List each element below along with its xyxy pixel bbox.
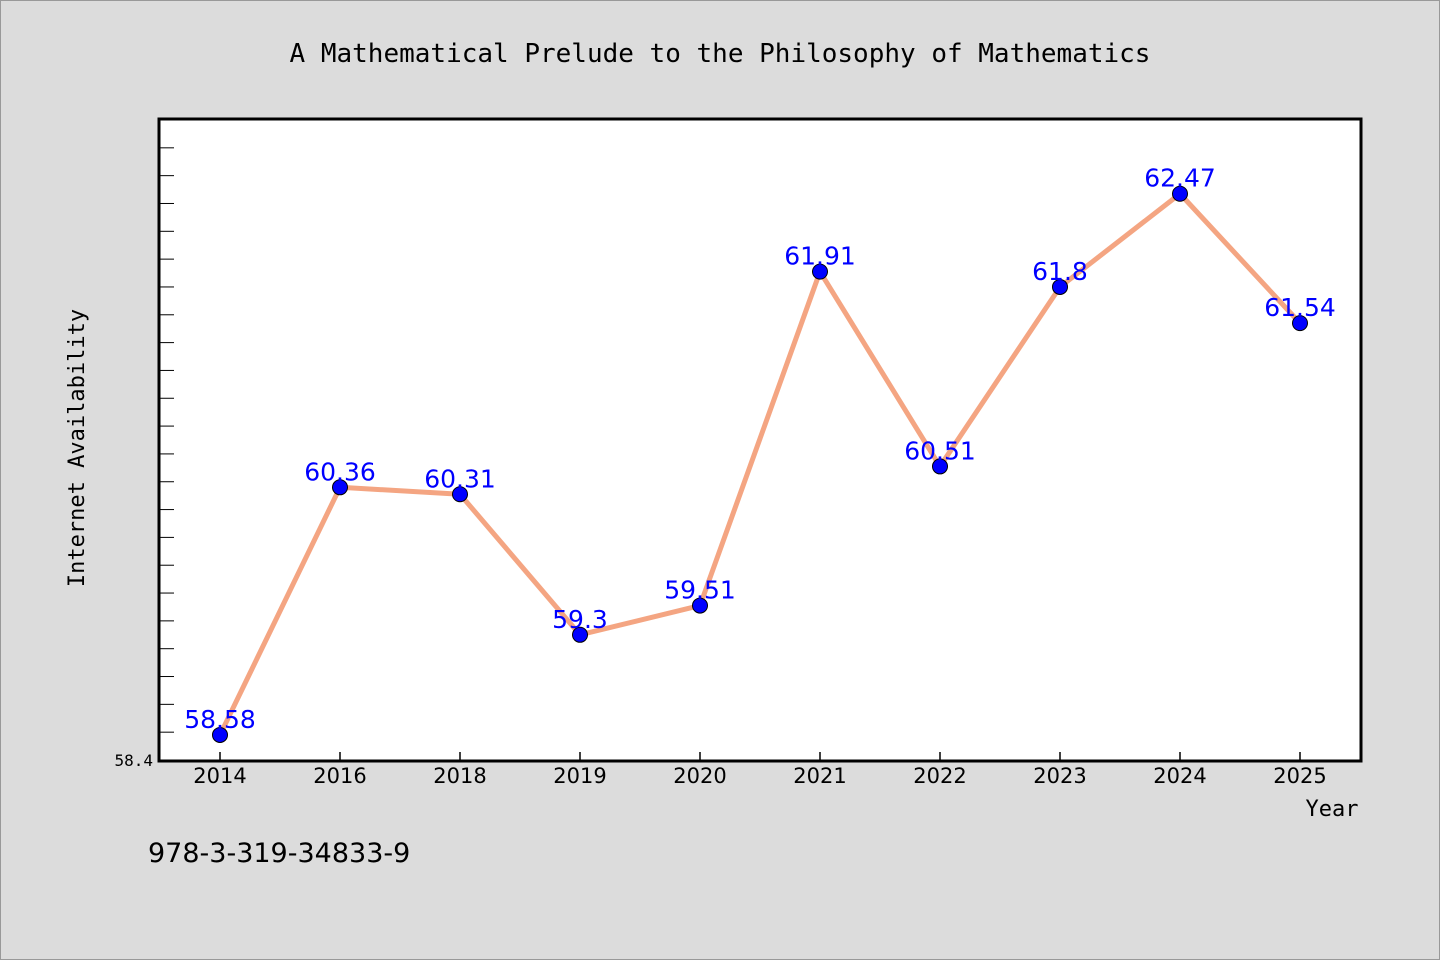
x-tick-label: 2018 (433, 764, 486, 788)
data-label: 61.8 (1032, 257, 1088, 286)
data-label: 59.51 (664, 576, 736, 605)
x-tick-label: 2025 (1273, 764, 1326, 788)
data-point (1052, 278, 1068, 295)
x-tick-label: 2024 (1153, 764, 1206, 788)
x-tick-label: 2022 (913, 764, 966, 788)
data-point (1292, 315, 1308, 332)
x-tick-label: 2021 (793, 764, 846, 788)
data-labels: 58.58 60.36 60.31 59.3 59.51 61.91 60.51 61.8 62… (184, 164, 1336, 734)
data-label: 61.54 (1264, 293, 1336, 322)
data-label: 62.47 (1144, 164, 1216, 193)
y-axis-min-label: 58.4 (114, 751, 153, 770)
data-point (932, 458, 948, 475)
series-line (217, 191, 1303, 738)
data-point (332, 479, 348, 496)
data-point (812, 263, 828, 280)
data-point (572, 626, 588, 643)
data-point (212, 726, 228, 743)
data-label: 61.91 (784, 242, 856, 271)
data-label: 60.51 (904, 436, 976, 465)
series-line-group (217, 191, 1303, 738)
x-axis-ticks: 2014 2016 2018 2019 2020 2021 2022 2023 2024 2025 (193, 752, 1327, 788)
data-label: 60.36 (304, 457, 376, 486)
x-axis-label: Year (1306, 797, 1359, 822)
x-tick-label: 2020 (673, 764, 726, 788)
data-point (1172, 185, 1188, 202)
data-label: 60.31 (424, 464, 496, 493)
x-tick-label: 2019 (553, 764, 606, 788)
x-tick-label: 2016 (313, 764, 366, 788)
isbn-text: 978-3-319-34833-9 (148, 838, 410, 869)
data-markers (212, 185, 1308, 743)
x-tick-label: 2014 (193, 764, 246, 788)
y-axis-label: Internet Availability (65, 309, 90, 587)
data-label: 58.58 (184, 705, 256, 734)
y-axis-ticks (160, 147, 174, 733)
x-tick-label: 2023 (1033, 764, 1086, 788)
data-point (452, 486, 468, 503)
data-label: 59.3 (552, 605, 608, 634)
chart-title: A Mathematical Prelude to the Philosophy… (290, 39, 1151, 69)
data-point (692, 597, 708, 614)
